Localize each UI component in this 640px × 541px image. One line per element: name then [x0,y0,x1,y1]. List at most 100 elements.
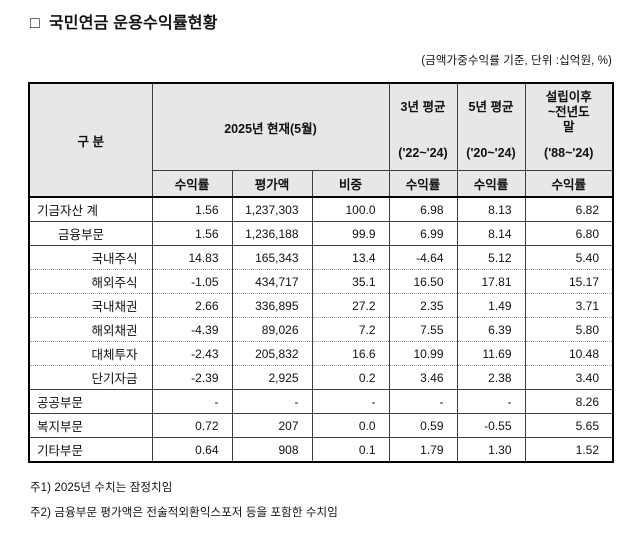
table-row: 국내채권 2.66 336,895 27.2 2.35 1.49 3.71 [28,293,613,318]
value-cell: 0.72 [151,413,232,438]
header-5yr-title: 5년 평균 [468,100,514,114]
value-cell: 0.64 [151,437,232,462]
value-cell: 5.80 [524,317,613,342]
table-row: 대체투자 -2.43 205,832 16.6 10.99 11.69 10.48 [28,341,613,366]
value-cell: 3.40 [524,365,613,390]
value-cell: 8.14 [456,221,525,246]
value-cell: 99.9 [311,221,389,246]
value-cell: 0.2 [311,365,389,390]
value-cell: 205,832 [231,341,312,366]
header-current-period: 2025년 현재(5월) [151,83,389,171]
subheader-valuation: 평가액 [231,170,312,197]
value-cell: 11.69 [456,341,525,366]
value-cell: 15.17 [524,269,613,294]
page-title-text: 국민연금 운용수익률현황 [48,15,218,32]
value-cell: 2.35 [388,293,457,318]
table-row: 단기자금 -2.39 2,925 0.2 3.46 2.38 3.40 [28,365,613,390]
table-row: 복지부문 0.72 207 0.0 0.59 -0.55 5.65 [28,413,613,438]
unit-note: (금액가중수익률 기준, 단위 :십억원, %) [421,55,612,67]
row-label: 기금자산 계 [28,196,152,222]
value-cell: - [231,389,312,414]
value-cell: 2.38 [456,365,525,390]
value-cell: 6.99 [388,221,457,246]
value-cell: - [388,389,457,414]
value-cell: 434,717 [231,269,312,294]
header-since-line3: 말 [562,120,575,134]
value-cell: 1.56 [151,196,232,222]
row-label: 국내채권 [28,293,152,318]
value-cell: -4.39 [151,317,232,342]
row-label: 기타부문 [28,437,152,462]
row-label: 국내주식 [28,245,152,270]
value-cell: -2.39 [151,365,232,390]
value-cell: 1.56 [151,221,232,246]
value-cell: -4.64 [388,245,457,270]
subheader-return-since: 수익률 [524,170,613,197]
value-cell: 3.46 [388,365,457,390]
value-cell: 8.13 [456,196,525,222]
table-row: 공공부문 - - - - -8.26 [28,389,613,414]
value-cell: 5.12 [456,245,525,270]
value-cell: 14.83 [151,245,232,270]
document-page: □ 국민연금 운용수익률현황 (금액가중수익률 기준, 단위 :십억원, %) 구… [28,13,640,521]
value-cell: 2.66 [151,293,232,318]
value-cell: 1,237,303 [231,196,312,222]
table-row: 기타부문 0.64 908 0.1 1.79 1.30 1.52 [28,437,613,462]
value-cell: 27.2 [311,293,389,318]
value-cell: 0.0 [311,413,389,438]
value-cell: 1.49 [456,293,525,318]
value-cell: 6.82 [524,196,613,222]
header-since-range: ('88~'24) [544,146,594,160]
row-label: 해외채권 [28,317,152,342]
value-cell: - [311,389,389,414]
value-cell: 10.48 [524,341,613,366]
value-cell: 7.55 [388,317,457,342]
header-5yr-range: ('20~'24) [466,146,516,160]
value-cell: 0.59 [388,413,457,438]
value-cell: -2.43 [151,341,232,366]
subheader-return-5yr: 수익률 [456,170,525,197]
header-3yr-range: ('22~'24) [398,146,448,160]
table-row: 기금자산 계 1.56 1,237,303 100.0 6.98 8.13 6.82 [28,196,613,222]
value-cell: 2,925 [231,365,312,390]
value-cell: 5.40 [524,245,613,270]
value-cell: 16.50 [388,269,457,294]
value-cell: 6.98 [388,196,457,222]
table-row: 해외채권 -4.39 89,026 7.2 7.55 6.39 5.80 [28,317,613,342]
row-label: 해외주식 [28,269,152,294]
table-header: 구 분 2025년 현재(5월) 3년 평균 ('22~'24) 5년 평균 (… [28,83,613,198]
value-cell: - [151,389,232,414]
row-label: 단기자금 [28,365,152,390]
row-label: 대체투자 [28,341,152,366]
value-cell: 165,343 [231,245,312,270]
table-body: 기금자산 계 1.56 1,237,303 100.0 6.98 8.13 6.82 금융부문… [28,196,613,462]
value-cell: 1.79 [388,437,457,462]
square-bullet-icon: □ [30,15,40,32]
table-row: 금융부문 1.56 1,236,188 99.9 6.99 8.14 6.80 [28,221,613,246]
header-row-sub: 수익률 평가액 비중 수익률 수익률 수익률 [29,170,613,197]
value-cell: 1.30 [456,437,525,462]
value-cell: 0.1 [311,437,389,462]
value-cell: 35.1 [311,269,389,294]
header-since-inception: 설립이후 ~전년도 말 ('88~'24) [524,83,613,171]
header-since-line2: ~전년도 [547,105,590,119]
value-cell: 6.39 [456,317,525,342]
returns-table: 구 분 2025년 현재(5월) 3년 평균 ('22~'24) 5년 평균 (… [28,82,614,463]
value-cell: 5.65 [524,413,613,438]
value-cell: 100.0 [311,196,389,222]
value-cell: 13.4 [311,245,389,270]
value-cell: 8.26 [524,389,613,414]
page-title: □ 국민연금 운용수익률현황 [30,13,640,35]
value-cell: 7.2 [311,317,389,342]
footnote-1: 주1) 2025년 수치는 잠정치임 [30,482,173,494]
table-row: 국내주식 14.83 165,343 13.4 -4.64 5.12 5.40 [28,245,613,270]
header-3yr-average: 3년 평균 ('22~'24) [388,83,457,171]
header-5yr-average: 5년 평균 ('20~'24) [456,83,525,171]
header-3yr-title: 3년 평균 [400,100,446,114]
footnotes: 주1) 2025년 수치는 잠정치임 주2) 금융부문 평가액은 전술적외환익스… [30,481,640,521]
value-cell: 207 [231,413,312,438]
header-since-line1: 설립이후 [545,90,592,104]
subheader-return: 수익률 [151,170,232,197]
footnote-2: 주2) 금융부문 평가액은 전술적외환익스포저 등을 포함한 수치임 [30,507,338,519]
value-cell: -0.55 [456,413,525,438]
